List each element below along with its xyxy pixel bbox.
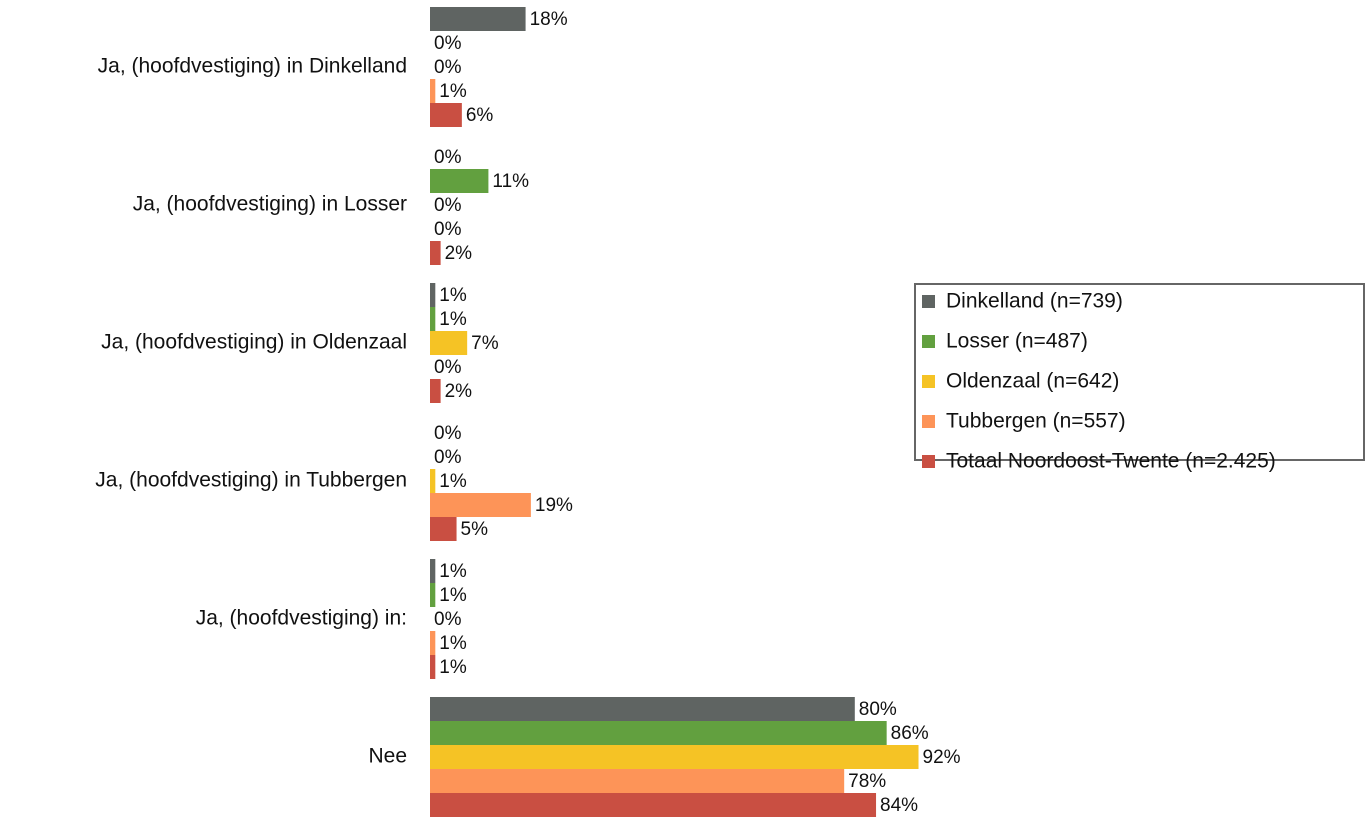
value-label: 1% [439,81,467,102]
legend-swatch [922,375,935,388]
value-label: 1% [439,309,467,330]
value-label: 0% [434,609,462,630]
bar [430,241,441,265]
value-label: 92% [923,747,961,768]
value-label: 0% [434,219,462,240]
value-label: 5% [461,519,489,540]
legend-box [914,283,1365,461]
bar [430,283,436,307]
category-label: Ja, (hoofdvestiging) in Tubbergen [95,469,407,492]
value-label: 0% [434,357,462,378]
category-label: Ja, (hoofdvestiging) in Losser [133,193,407,216]
bar [430,379,441,403]
value-label: 84% [880,795,918,816]
bar [430,745,919,769]
value-label: 0% [434,447,462,468]
value-label: 1% [439,471,467,492]
bar [430,493,531,517]
bar [430,331,468,355]
bar [430,7,526,31]
bar [430,559,436,583]
value-label: 7% [471,333,499,354]
value-label: 6% [466,105,494,126]
bar [430,307,436,331]
value-label: 19% [535,495,573,516]
legend-label: Dinkelland (n=739) [946,290,1123,313]
value-label: 1% [439,657,467,678]
legend-label: Tubbergen (n=557) [946,410,1126,433]
legend-swatch [922,335,935,348]
bar [430,517,457,541]
value-label: 2% [445,243,473,264]
bar [430,631,436,655]
value-label: 86% [891,723,929,744]
category-label: Ja, (hoofdvestiging) in Oldenzaal [101,331,407,354]
value-label: 1% [439,561,467,582]
value-label: 11% [492,171,529,192]
value-label: 1% [439,585,467,606]
value-label: 1% [439,633,467,654]
bar [430,169,489,193]
legend-swatch [922,415,935,428]
bar [430,697,855,721]
bar [430,655,436,679]
bar [430,103,462,127]
value-label: 0% [434,195,462,216]
legend-swatch [922,455,935,468]
bar [430,769,845,793]
value-label: 0% [434,33,462,54]
category-label: Ja, (hoofdvestiging) in Dinkelland [98,55,407,78]
bar [430,583,436,607]
category-label: Nee [368,745,407,768]
legend-swatch [922,295,935,308]
bar [430,79,436,103]
value-label: 0% [434,57,462,78]
legend-label: Oldenzaal (n=642) [946,370,1119,393]
bar [430,469,436,493]
bar [430,793,877,817]
bar [430,721,887,745]
value-label: 78% [848,771,886,792]
value-label: 1% [439,285,467,306]
value-label: 0% [434,147,462,168]
value-label: 80% [859,699,897,720]
category-label: Ja, (hoofdvestiging) in: [196,607,407,630]
value-label: 0% [434,423,462,444]
value-label: 18% [530,9,568,30]
value-label: 2% [445,381,473,402]
legend-label: Totaal Noordoost-Twente (n=2.425) [946,450,1276,473]
legend-label: Losser (n=487) [946,330,1088,353]
